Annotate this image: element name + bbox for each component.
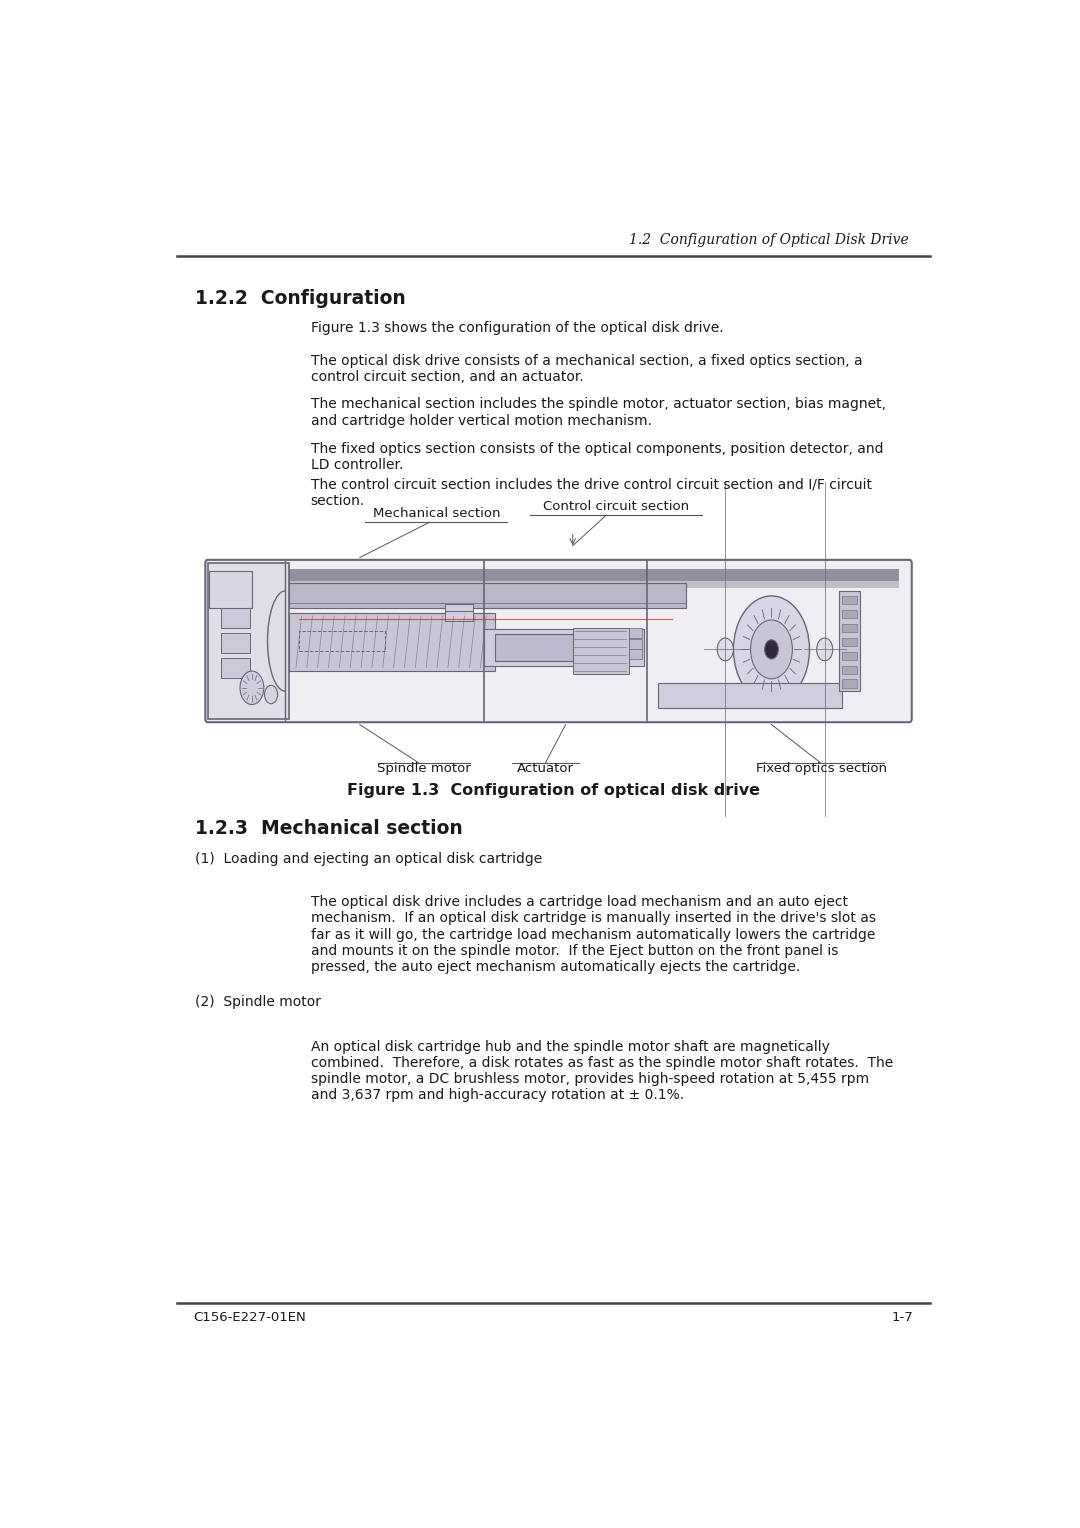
Bar bbox=[210, 571, 252, 608]
Circle shape bbox=[751, 620, 793, 678]
Bar bbox=[839, 591, 860, 691]
Bar bbox=[842, 623, 856, 633]
Bar bbox=[842, 637, 856, 646]
Bar bbox=[207, 564, 289, 718]
Text: The optical disk drive includes a cartridge load mechanism and an auto eject
mec: The optical disk drive includes a cartri… bbox=[311, 895, 876, 973]
Bar bbox=[288, 582, 686, 608]
Text: Figure 1.3  Configuration of optical disk drive: Figure 1.3 Configuration of optical disk… bbox=[347, 784, 760, 799]
Text: Control circuit section: Control circuit section bbox=[543, 500, 689, 513]
Bar bbox=[221, 633, 249, 652]
Circle shape bbox=[765, 640, 779, 659]
Text: (2)  Spindle motor: (2) Spindle motor bbox=[195, 995, 321, 1008]
Text: Spindle motor: Spindle motor bbox=[377, 762, 471, 775]
Text: Figure 1.3 shows the configuration of the optical disk drive.: Figure 1.3 shows the configuration of th… bbox=[311, 321, 724, 335]
Bar bbox=[288, 613, 495, 671]
Bar bbox=[484, 630, 644, 666]
Bar bbox=[658, 683, 842, 707]
Bar bbox=[214, 581, 900, 588]
Circle shape bbox=[240, 671, 264, 704]
Text: An optical disk cartridge hub and the spindle motor shaft are magnetically
combi: An optical disk cartridge hub and the sp… bbox=[311, 1041, 893, 1103]
Circle shape bbox=[265, 686, 278, 704]
Bar bbox=[445, 611, 473, 620]
Text: Fixed optics section: Fixed optics section bbox=[756, 762, 887, 775]
Text: (1)  Loading and ejecting an optical disk cartridge: (1) Loading and ejecting an optical disk… bbox=[195, 851, 542, 866]
Bar bbox=[445, 604, 473, 614]
Text: C156-E227-01EN: C156-E227-01EN bbox=[193, 1311, 307, 1323]
Text: 1.2.2  Configuration: 1.2.2 Configuration bbox=[195, 289, 406, 309]
Text: Mechanical section: Mechanical section bbox=[373, 507, 500, 520]
Bar bbox=[842, 596, 856, 604]
Bar bbox=[842, 651, 856, 660]
Text: Actuator: Actuator bbox=[516, 762, 573, 775]
Text: The fixed optics section consists of the optical components, position detector, : The fixed optics section consists of the… bbox=[311, 442, 883, 472]
Bar bbox=[842, 680, 856, 688]
Text: 1.2.3  Mechanical section: 1.2.3 Mechanical section bbox=[195, 819, 463, 837]
Text: 1-7: 1-7 bbox=[892, 1311, 914, 1323]
Bar bbox=[495, 634, 580, 662]
Bar bbox=[630, 649, 643, 660]
Text: 1.2  Configuration of Optical Disk Drive: 1.2 Configuration of Optical Disk Drive bbox=[630, 232, 909, 248]
Circle shape bbox=[717, 639, 733, 660]
Bar bbox=[221, 608, 249, 628]
Text: The control circuit section includes the drive control circuit section and I/F c: The control circuit section includes the… bbox=[311, 477, 872, 507]
Bar bbox=[221, 657, 249, 678]
FancyBboxPatch shape bbox=[205, 559, 912, 723]
Bar bbox=[299, 631, 384, 651]
Bar bbox=[842, 610, 856, 619]
Bar bbox=[214, 570, 900, 582]
Bar bbox=[572, 628, 630, 674]
Text: The optical disk drive consists of a mechanical section, a fixed optics section,: The optical disk drive consists of a mec… bbox=[311, 354, 863, 384]
Bar bbox=[630, 639, 643, 649]
Circle shape bbox=[816, 639, 833, 660]
Bar bbox=[630, 628, 643, 637]
Bar bbox=[842, 666, 856, 674]
Text: The mechanical section includes the spindle motor, actuator section, bias magnet: The mechanical section includes the spin… bbox=[311, 397, 886, 428]
Circle shape bbox=[733, 596, 810, 703]
